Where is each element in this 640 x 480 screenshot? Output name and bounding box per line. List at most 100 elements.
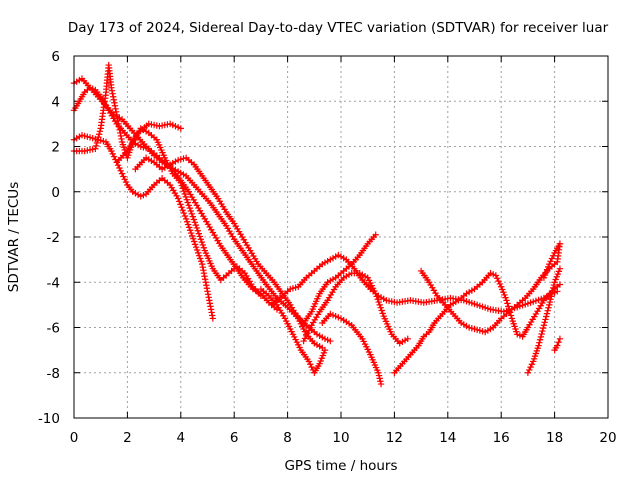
data-point — [548, 290, 556, 297]
data-point — [404, 335, 411, 343]
series-track-5 — [113, 120, 184, 166]
data-point — [195, 230, 203, 237]
data-point — [174, 195, 182, 202]
y-axis-label: SDTVAR / TECUs — [6, 182, 22, 292]
data-point — [181, 212, 189, 220]
y-tick-label: -10 — [38, 411, 60, 427]
x-tick-label: 18 — [546, 430, 563, 446]
data-point — [192, 243, 200, 251]
data-point — [305, 358, 313, 365]
data-point — [375, 369, 382, 376]
data-point — [209, 315, 217, 322]
data-point — [196, 255, 204, 262]
y-tick-label: 0 — [51, 185, 60, 201]
x-tick-label: 6 — [230, 430, 239, 446]
x-tick-label: 12 — [386, 430, 403, 446]
data-point — [372, 231, 379, 238]
data-point — [189, 213, 197, 220]
data-point — [550, 281, 558, 289]
data-point — [187, 229, 195, 237]
data-point — [308, 363, 315, 371]
data-point — [93, 139, 101, 147]
data-point — [372, 290, 379, 297]
data-point — [503, 297, 510, 304]
data-point — [182, 193, 190, 201]
data-point — [189, 235, 197, 242]
data-point — [193, 246, 201, 254]
data-point — [327, 337, 334, 345]
data-point — [199, 241, 207, 249]
data-point — [550, 284, 557, 292]
data-point — [121, 176, 128, 183]
data-point — [556, 281, 564, 288]
data-point — [184, 199, 192, 206]
plot-frame — [73, 55, 609, 419]
series-line — [271, 254, 558, 313]
x-tick-label: 10 — [332, 430, 349, 446]
y-tick-label: -2 — [47, 230, 60, 246]
data-point — [495, 277, 502, 285]
x-tick-label: 14 — [439, 430, 456, 446]
data-point — [178, 182, 186, 189]
y-tick-label: 6 — [51, 49, 60, 65]
data-point — [545, 304, 552, 311]
data-point — [122, 178, 130, 186]
data-point — [177, 201, 184, 208]
x-tick-label: 4 — [177, 430, 186, 446]
data-point — [187, 207, 195, 215]
series-track-12 — [391, 270, 564, 376]
x-tick-label: 0 — [70, 430, 79, 446]
data-point — [376, 301, 383, 309]
series-track-11 — [319, 310, 385, 388]
x-tick-label: 8 — [283, 430, 292, 446]
data-point — [193, 224, 201, 232]
data-point — [376, 375, 383, 382]
data-point — [547, 258, 554, 265]
series-line — [134, 156, 323, 349]
data-point — [182, 215, 190, 223]
data-point — [541, 319, 548, 326]
series-line — [420, 243, 561, 333]
data-point — [546, 298, 554, 306]
data-point — [538, 330, 545, 338]
data-point — [535, 342, 542, 349]
data-point — [179, 206, 186, 214]
data-point — [179, 185, 187, 192]
y-tick-label: -4 — [47, 275, 60, 291]
series-track-4 — [70, 61, 265, 300]
data-point — [540, 322, 548, 329]
data-point — [178, 204, 185, 211]
data-point — [185, 224, 193, 231]
data-point — [554, 342, 561, 349]
data-point — [375, 298, 382, 306]
data-point — [185, 202, 193, 209]
data-point — [95, 133, 102, 141]
data-point — [527, 363, 534, 371]
data-point — [184, 221, 192, 228]
data-point — [546, 301, 553, 309]
data-point — [120, 173, 127, 180]
data-point — [177, 179, 184, 186]
data-point — [180, 187, 188, 195]
y-tick-labels: 6 4 2 0 -2 -4 -6 -8 -10 — [38, 49, 60, 427]
data-point — [546, 260, 553, 268]
data-point — [190, 238, 198, 245]
data-point — [542, 316, 549, 323]
series-track-13 — [417, 240, 564, 336]
data-point — [96, 128, 104, 135]
data-point — [181, 190, 189, 198]
data-point — [192, 221, 200, 229]
data-point — [549, 287, 556, 294]
data-point — [177, 125, 184, 132]
data-point — [257, 292, 265, 300]
data-point — [543, 310, 551, 317]
data-point — [116, 164, 123, 172]
series-track-10 — [300, 270, 411, 347]
data-point — [556, 240, 564, 247]
data-point — [186, 227, 194, 234]
data-point — [118, 170, 126, 177]
data-point — [493, 275, 501, 282]
data-point — [556, 265, 564, 272]
data-point — [547, 296, 554, 303]
